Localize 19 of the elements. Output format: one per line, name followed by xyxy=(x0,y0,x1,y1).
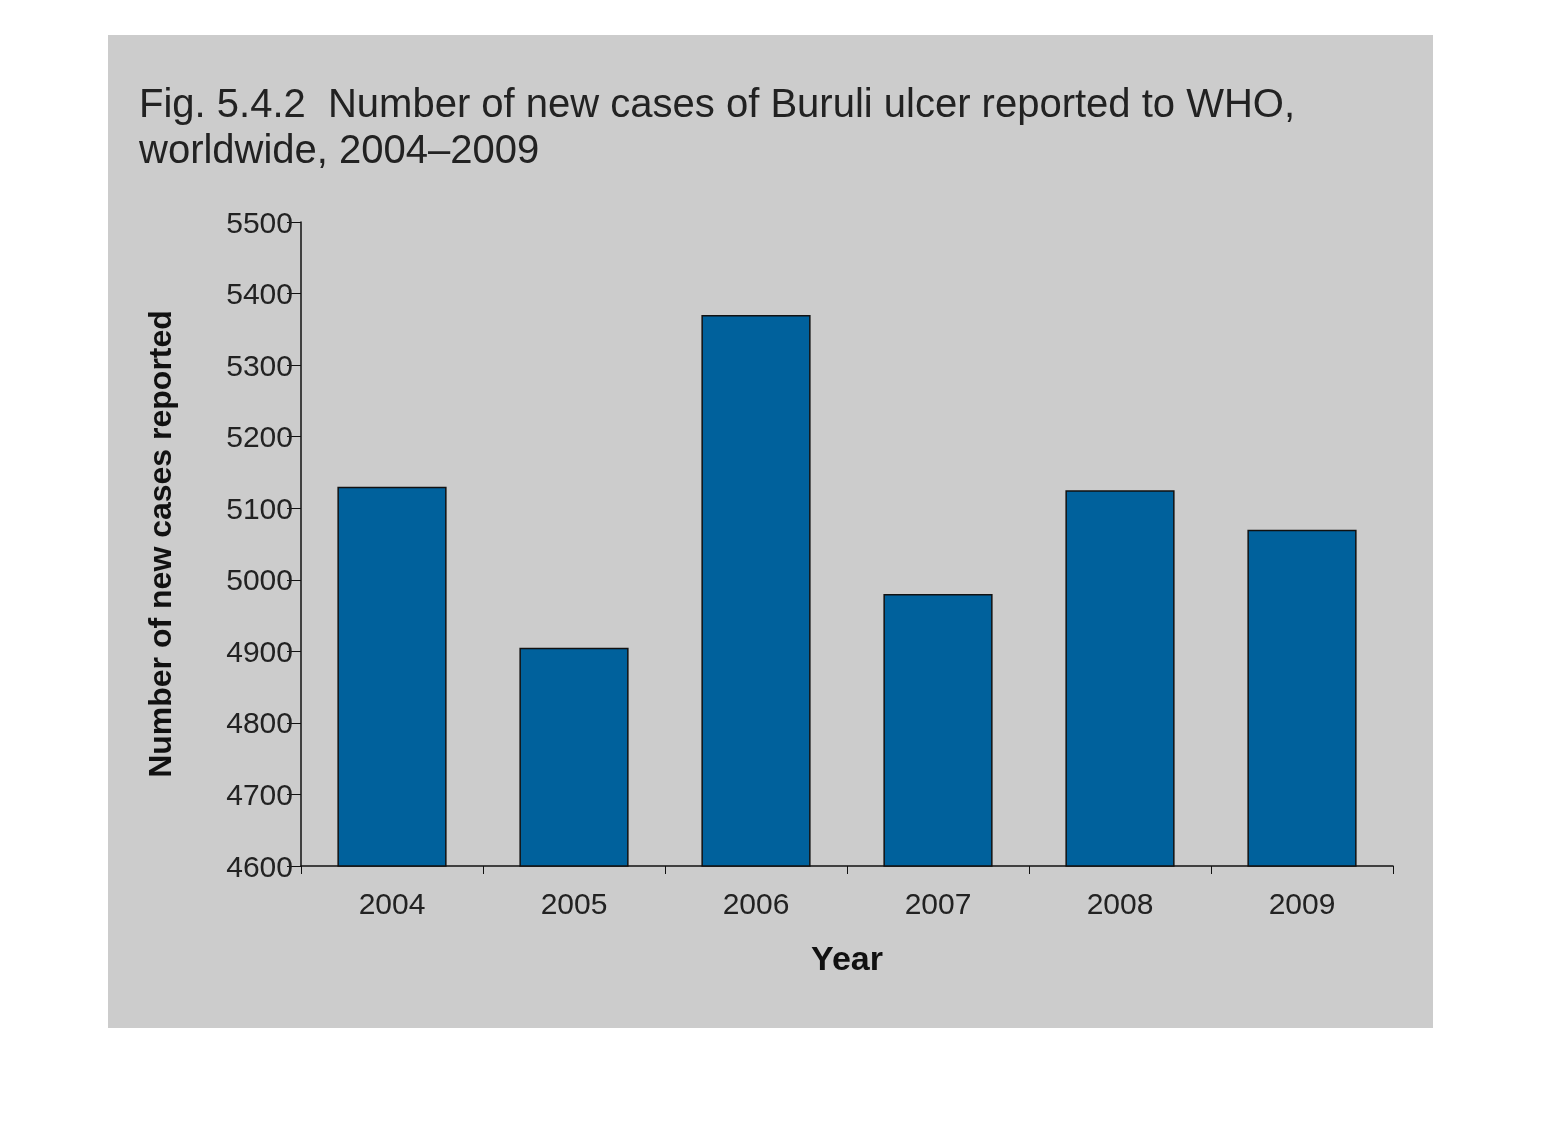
y-tick-label: 5000 xyxy=(226,563,293,597)
x-tick-label: 2005 xyxy=(540,886,608,920)
y-tick-label: 4600 xyxy=(226,849,293,883)
y-axis-title: Number of new cases reported xyxy=(142,310,178,778)
x-tick-label: 2007 xyxy=(904,886,972,920)
y-tick-label: 5400 xyxy=(226,277,293,311)
y-tick-label: 5100 xyxy=(226,491,293,525)
chart-title: Fig. 5.4.2 Number of new cases of Buruli ulcer reported to WHO, worldwide, 2004–2009 xyxy=(138,81,1296,171)
y-tick-label: 5300 xyxy=(226,348,293,382)
y-tick-label: 5200 xyxy=(226,420,293,454)
y-tick-label: 4900 xyxy=(226,634,293,668)
x-tick-label: 2008 xyxy=(1086,886,1154,920)
x-tick-label: 2006 xyxy=(722,886,790,920)
x-tick-label: 2004 xyxy=(358,886,426,920)
x-tick-label: 2009 xyxy=(1268,886,1336,920)
x-axis-title: Year xyxy=(811,939,883,977)
y-tick-label: 5500 xyxy=(226,205,293,239)
y-tick-label: 4700 xyxy=(226,777,293,811)
y-tick-label: 4800 xyxy=(226,706,293,740)
